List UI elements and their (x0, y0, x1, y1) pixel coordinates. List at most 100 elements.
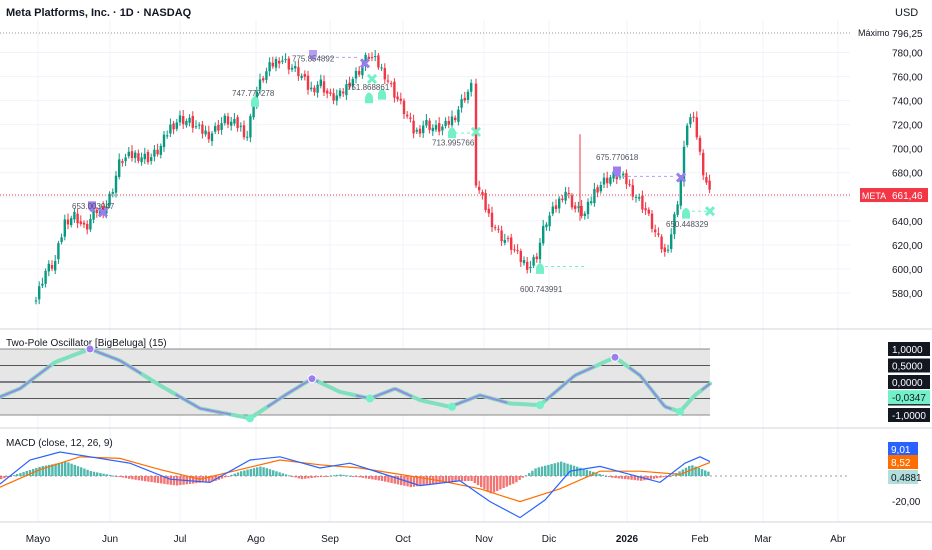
macd-histogram-bar (601, 474, 604, 476)
candle-body (532, 257, 535, 266)
macd-histogram-bar (345, 475, 348, 477)
macd-histogram-bar (80, 467, 83, 476)
candle-body (50, 264, 54, 269)
candle-body (402, 100, 406, 115)
bounce-cross-icon (470, 126, 482, 137)
macd-histogram-bar (348, 475, 352, 477)
candle-body (310, 87, 313, 90)
macd-histogram-bar (140, 476, 144, 481)
macd-histogram-bar (339, 474, 342, 476)
candle-body (503, 239, 506, 243)
macd-histogram-bar (163, 476, 166, 484)
oscillator-level-label: 0,5000 (892, 362, 923, 373)
macd-histogram-bar (6, 476, 9, 478)
macd-histogram-bar (294, 476, 297, 478)
macd-histogram-bar (147, 476, 150, 482)
candle-body (172, 123, 175, 130)
signal-shield-icon (309, 49, 317, 61)
macd-histogram-bar (428, 476, 432, 485)
macd-histogram-bar (499, 476, 502, 490)
macd-histogram-bar (534, 468, 537, 476)
macd-histogram-bar (35, 467, 38, 476)
candle-body (673, 214, 676, 235)
macd-histogram-bar (278, 472, 281, 476)
macd-histogram-bar (3, 476, 6, 479)
macd-histogram-bar (0, 476, 3, 480)
macd-histogram-bar (540, 466, 544, 476)
candle-body (274, 59, 278, 68)
macd-histogram-bar (652, 476, 656, 479)
candle-body (76, 213, 79, 224)
candle-body (47, 263, 50, 272)
macd-histogram-bar (694, 466, 697, 476)
candle-body (367, 56, 370, 59)
bounce-marker-icon (251, 95, 259, 107)
candle-body (494, 227, 497, 229)
candle-body (150, 157, 153, 161)
candle-body (354, 70, 358, 79)
candle-body (538, 242, 542, 260)
candle-body (262, 78, 265, 81)
candle-body (377, 55, 380, 68)
candle-body (606, 177, 609, 184)
candle-body (438, 123, 441, 132)
candle-body (300, 75, 303, 78)
oscillator-trough-dot (246, 414, 254, 423)
macd-histogram-bar (108, 474, 112, 476)
currency-label: USD (895, 7, 919, 19)
macd-histogram-bar (48, 464, 51, 476)
macd-axis-label: -20,00 (892, 497, 921, 508)
candle-body (500, 230, 503, 242)
candle-body (660, 236, 663, 250)
macd-histogram-bar (307, 476, 310, 479)
candle-body (188, 117, 191, 123)
candle-body (425, 120, 428, 126)
macd-histogram-bar (656, 476, 659, 479)
price-tick-label: 720,00 (892, 121, 923, 132)
candle-body (682, 146, 686, 182)
macd-histogram-bar (112, 475, 115, 477)
candle-body (230, 121, 233, 126)
macd-histogram-bar (41, 466, 44, 476)
macd-histogram-bar (118, 476, 121, 477)
oscillator-level-box (888, 358, 930, 373)
macd-histogram-bar (547, 464, 550, 476)
candle-body (657, 233, 660, 235)
macd-value-label: 8,52 (891, 458, 911, 469)
candle-body (297, 67, 300, 77)
macd-histogram-bar (220, 476, 224, 479)
bounce-cross-icon (366, 73, 378, 85)
macd-histogram-bar (12, 475, 16, 477)
candle-body (191, 115, 194, 128)
candle-body (522, 260, 526, 264)
candle-body (390, 83, 393, 85)
macd-histogram-bar (60, 462, 64, 476)
candle-body (124, 157, 127, 162)
macd-histogram-bar (355, 476, 358, 477)
macd-histogram-bar (208, 476, 211, 482)
macd-histogram-bar (358, 476, 361, 478)
time-axis-label: Mayo (26, 534, 51, 545)
candle-body (542, 225, 545, 244)
macd-histogram-bar (204, 476, 208, 483)
price-tick-label: 640,00 (892, 217, 923, 228)
macd-histogram-bar (105, 474, 108, 476)
candle-body (121, 161, 124, 164)
macd-histogram-bar (659, 476, 662, 478)
macd-histogram-bar (563, 462, 566, 476)
macd-histogram-bar (297, 476, 300, 479)
candle-body (34, 300, 38, 302)
candle-body (396, 96, 399, 100)
macd-histogram-bar (390, 476, 393, 484)
macd-histogram-bar (54, 463, 57, 476)
candle-body (271, 62, 274, 67)
candle-body (580, 205, 583, 217)
candle-body (548, 215, 551, 227)
candle-body (513, 249, 516, 251)
macd-histogram-bar (284, 474, 288, 476)
candle-body (79, 221, 82, 224)
macd-histogram-bar (275, 471, 278, 476)
macd-histogram-bar (537, 467, 540, 476)
macd-histogram-bar (678, 471, 681, 476)
